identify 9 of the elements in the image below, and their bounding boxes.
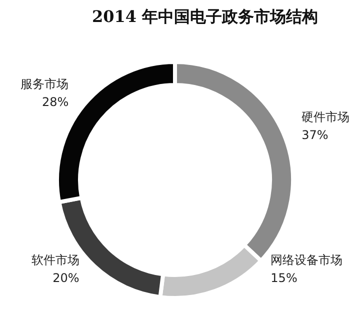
- slice-label: 软件市场: [31, 253, 80, 267]
- slice-label: 网络设备市场: [270, 253, 343, 267]
- data-label: 15%: [270, 271, 298, 285]
- slice-label: 硬件市场: [302, 110, 350, 124]
- slice-label: 服务市场: [20, 77, 69, 92]
- data-label: 28%: [42, 95, 69, 110]
- data-label: 37%: [302, 128, 328, 142]
- data-label: 20%: [52, 271, 80, 285]
- chart-title: 2014 年中国电子政务市场结构: [92, 7, 318, 26]
